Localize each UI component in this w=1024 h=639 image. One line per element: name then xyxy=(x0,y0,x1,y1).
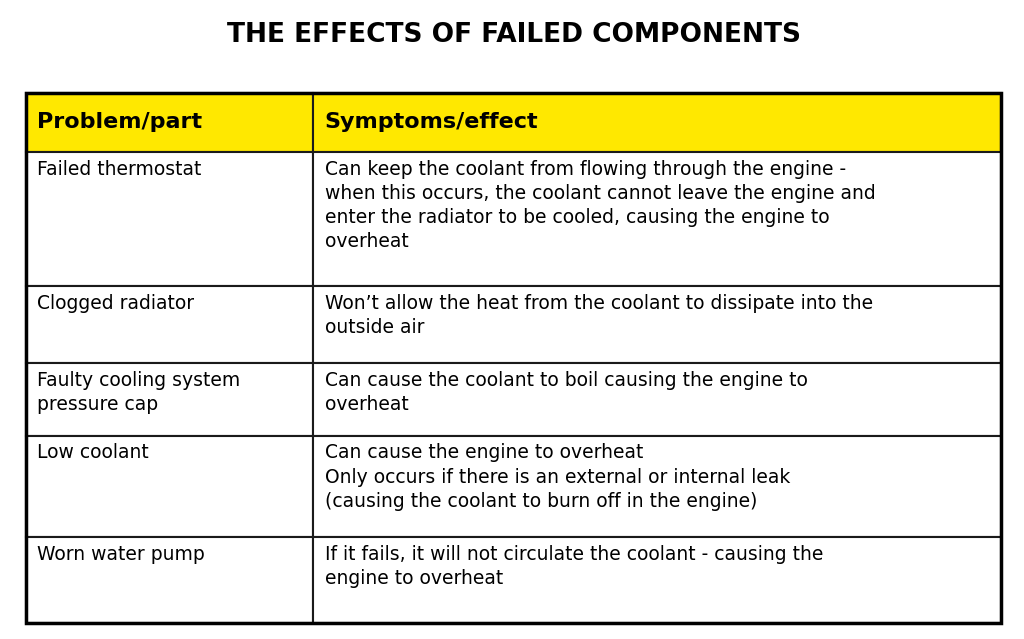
Text: Failed thermostat: Failed thermostat xyxy=(37,160,202,178)
Bar xyxy=(26,93,1001,623)
Text: Faulty cooling system
pressure cap: Faulty cooling system pressure cap xyxy=(37,371,240,414)
Text: Can cause the coolant to boil causing the engine to
overheat: Can cause the coolant to boil causing th… xyxy=(325,371,808,414)
Bar xyxy=(313,436,1001,537)
Text: Can cause the engine to overheat
Only occurs if there is an external or internal: Can cause the engine to overheat Only oc… xyxy=(325,443,791,511)
Bar xyxy=(26,537,313,623)
Bar xyxy=(313,364,1001,436)
Text: THE EFFECTS OF FAILED COMPONENTS: THE EFFECTS OF FAILED COMPONENTS xyxy=(226,22,801,48)
Bar xyxy=(26,286,313,364)
Bar xyxy=(26,152,313,286)
Text: Can keep the coolant from flowing through the engine -
when this occurs, the coo: Can keep the coolant from flowing throug… xyxy=(325,160,876,251)
Text: If it fails, it will not circulate the coolant - causing the
engine to overheat: If it fails, it will not circulate the c… xyxy=(325,545,823,588)
Text: Low coolant: Low coolant xyxy=(37,443,148,463)
Bar xyxy=(26,436,313,537)
Text: Symptoms/effect: Symptoms/effect xyxy=(325,112,539,132)
Text: Worn water pump: Worn water pump xyxy=(37,545,205,564)
Bar xyxy=(26,364,313,436)
Bar xyxy=(313,93,1001,152)
Bar xyxy=(26,93,313,152)
Text: Clogged radiator: Clogged radiator xyxy=(37,294,194,312)
Bar xyxy=(313,286,1001,364)
Bar xyxy=(313,537,1001,623)
Text: Problem/part: Problem/part xyxy=(37,112,202,132)
Bar xyxy=(313,152,1001,286)
Text: Won’t allow the heat from the coolant to dissipate into the
outside air: Won’t allow the heat from the coolant to… xyxy=(325,294,872,337)
